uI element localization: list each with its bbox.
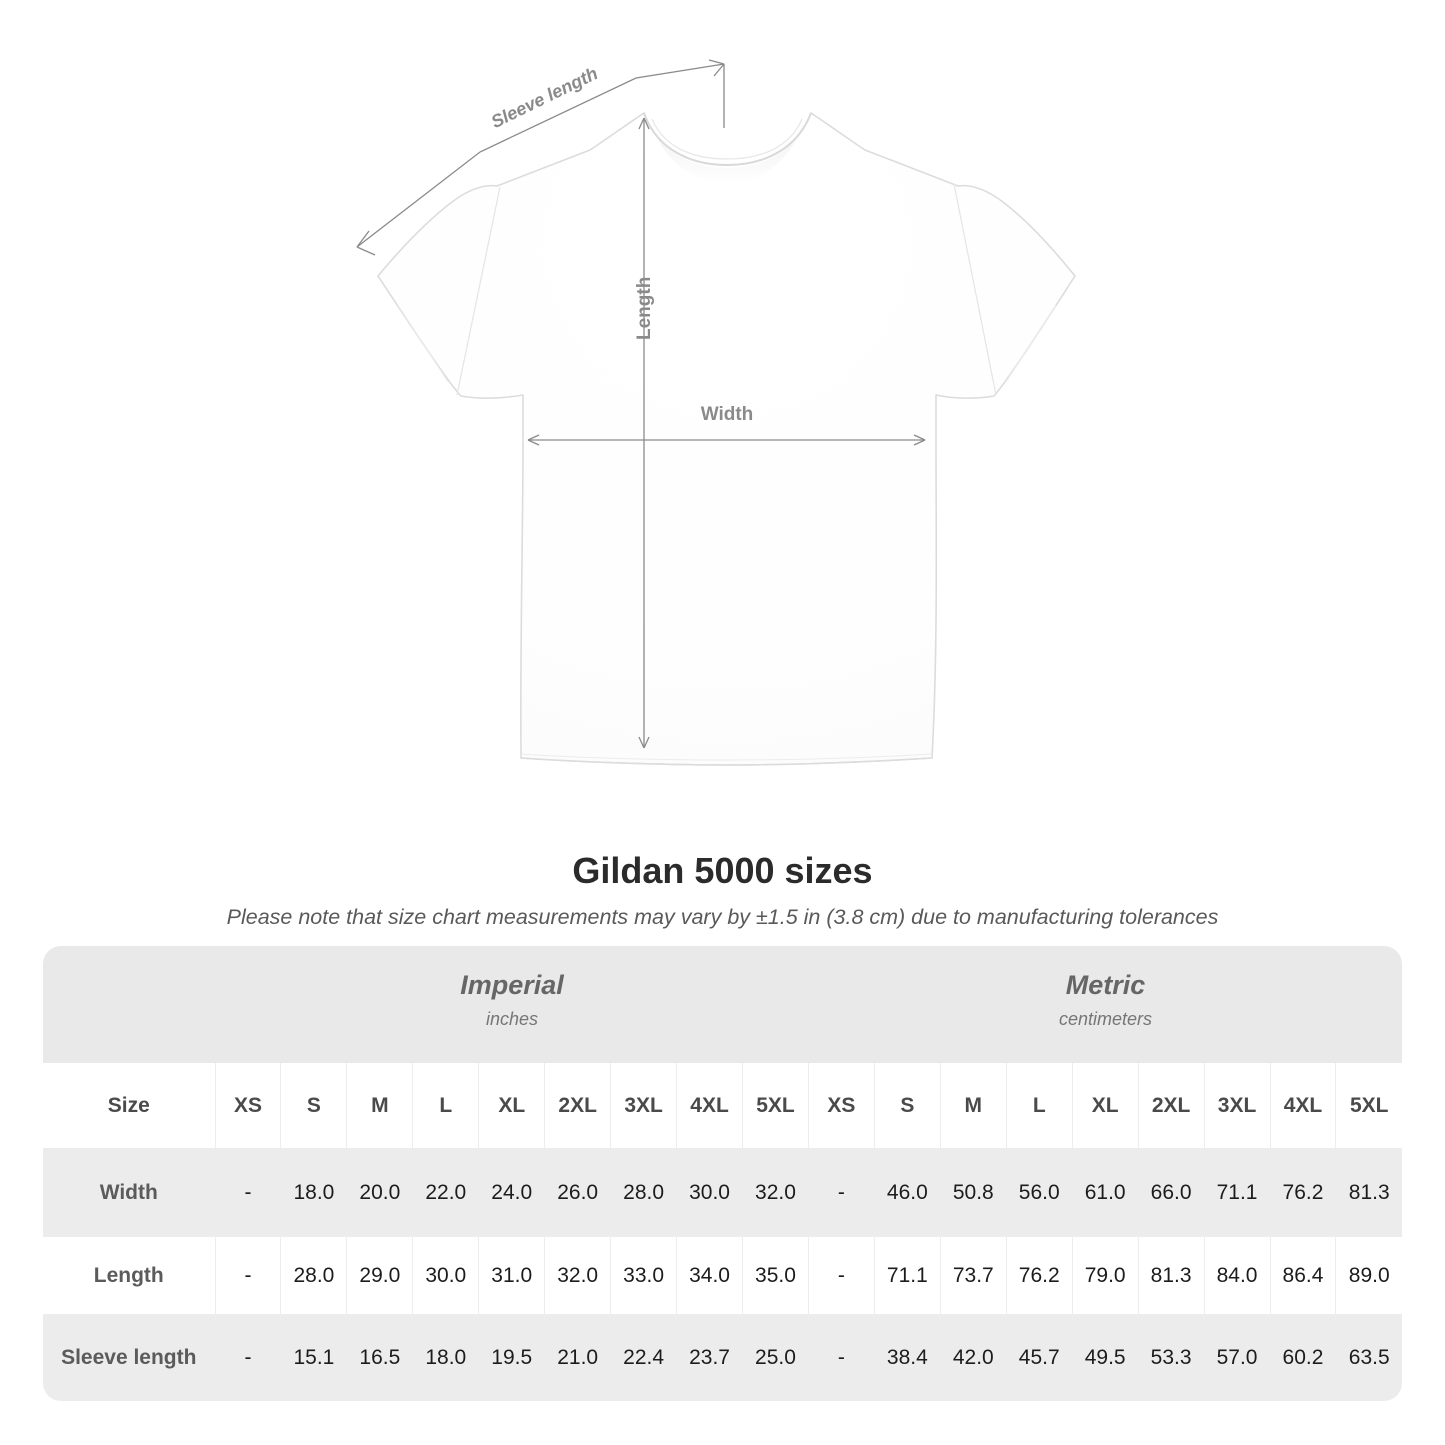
svg-text:Length: Length [634, 277, 655, 340]
svg-text:Width: Width [701, 404, 754, 425]
